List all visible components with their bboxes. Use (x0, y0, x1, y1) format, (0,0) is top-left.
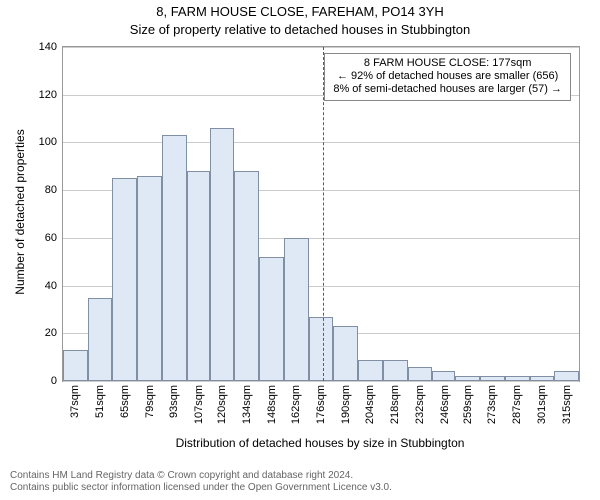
histogram-bar (383, 360, 408, 381)
x-tick-label: 79sqm (144, 385, 156, 418)
x-tick-label: 190sqm (340, 385, 352, 424)
x-tick-label: 65sqm (119, 385, 131, 418)
annotation-line: 8 FARM HOUSE CLOSE: 177sqm (333, 57, 562, 70)
footer-attribution: Contains HM Land Registry data © Crown c… (0, 470, 600, 493)
histogram-bar (432, 371, 455, 381)
x-tick-label: 93sqm (168, 385, 180, 418)
y-tick-label: 140 (39, 41, 63, 53)
histogram-bar (259, 257, 284, 381)
annotation-line: ← 92% of detached houses are smaller (65… (333, 70, 562, 83)
histogram-bar (112, 178, 137, 381)
histogram-bar (480, 376, 505, 381)
histogram-bar (234, 171, 259, 381)
chart-container: 8, FARM HOUSE CLOSE, FAREHAM, PO14 3YH S… (0, 0, 600, 500)
x-tick-label: 134sqm (241, 385, 253, 424)
x-tick-label: 120sqm (216, 385, 228, 424)
x-tick-label: 37sqm (69, 385, 81, 418)
histogram-bar (309, 317, 334, 381)
histogram-bar (210, 128, 235, 381)
annotation-box: 8 FARM HOUSE CLOSE: 177sqm← 92% of detac… (324, 53, 571, 101)
y-tick-label: 20 (45, 327, 63, 339)
x-axis-label: Distribution of detached houses by size … (62, 436, 578, 450)
x-tick-label: 148sqm (266, 385, 278, 424)
x-tick-label: 176sqm (315, 385, 327, 424)
y-axis-label: Number of detached properties (13, 45, 27, 379)
histogram-bar (408, 367, 433, 381)
histogram-bar (333, 326, 358, 381)
gridline (63, 142, 579, 143)
histogram-bar (530, 376, 555, 381)
histogram-bar (162, 135, 187, 381)
x-tick-label: 287sqm (511, 385, 523, 424)
x-tick-label: 162sqm (290, 385, 302, 424)
histogram-bar (63, 350, 88, 381)
x-tick-label: 107sqm (193, 385, 205, 424)
footer-line2: Contains public sector information licen… (10, 482, 600, 494)
plot-area: 02040608010012014037sqm51sqm65sqm79sqm93… (62, 46, 580, 382)
gridline (63, 381, 579, 382)
chart-title-subtitle: Size of property relative to detached ho… (0, 22, 600, 37)
histogram-bar (358, 360, 383, 381)
y-tick-label: 60 (45, 232, 63, 244)
gridline (63, 47, 579, 48)
x-tick-label: 204sqm (364, 385, 376, 424)
histogram-bar (505, 376, 530, 381)
y-tick-label: 40 (45, 280, 63, 292)
histogram-bar (554, 371, 579, 381)
x-tick-label: 273sqm (486, 385, 498, 424)
y-tick-label: 120 (39, 89, 63, 101)
x-tick-label: 301sqm (536, 385, 548, 424)
y-tick-label: 100 (39, 136, 63, 148)
histogram-bar (88, 298, 113, 382)
x-tick-label: 51sqm (94, 385, 106, 418)
x-tick-label: 246sqm (439, 385, 451, 424)
histogram-bar (187, 171, 210, 381)
x-tick-label: 232sqm (414, 385, 426, 424)
x-tick-label: 315sqm (561, 385, 573, 424)
y-tick-label: 0 (51, 375, 63, 387)
histogram-bar (137, 176, 162, 381)
annotation-line: 8% of semi-detached houses are larger (5… (333, 83, 562, 96)
x-tick-label: 259sqm (462, 385, 474, 424)
y-tick-label: 80 (45, 184, 63, 196)
chart-title-address: 8, FARM HOUSE CLOSE, FAREHAM, PO14 3YH (0, 4, 600, 19)
histogram-bar (455, 376, 480, 381)
footer-line1: Contains HM Land Registry data © Crown c… (10, 470, 600, 482)
x-tick-label: 218sqm (389, 385, 401, 424)
histogram-bar (284, 238, 309, 381)
